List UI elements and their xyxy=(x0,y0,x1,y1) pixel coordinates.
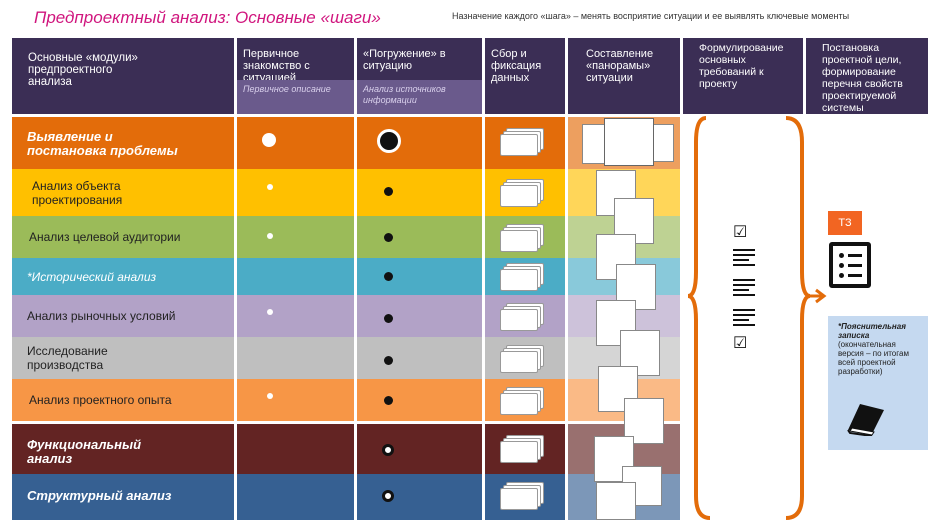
bullet-dot-icon xyxy=(384,272,393,281)
checkbox-icon: ☑ xyxy=(733,224,748,241)
header-col1-sub: Первичное описание xyxy=(237,80,354,114)
tz-badge: ТЗ xyxy=(828,211,862,235)
bullet-dot-icon xyxy=(384,233,393,242)
row-band-production xyxy=(12,337,680,379)
bullet-dot-icon xyxy=(382,490,394,502)
row-band-experience xyxy=(12,379,680,421)
explanatory-note: *Пояснительная записка (окончательная ве… xyxy=(828,316,928,450)
book-icon xyxy=(847,404,884,436)
header-col1: Первичное знакомство с ситуацией Первичн… xyxy=(237,38,354,114)
row-label-functional: Функциональный анализ xyxy=(27,437,142,466)
bullet-dot-icon xyxy=(384,396,393,405)
bullet-dot-icon xyxy=(267,309,273,315)
bullet-dot-icon xyxy=(267,233,273,239)
paper-stack-icon xyxy=(500,303,544,331)
row-band-market xyxy=(12,295,680,337)
header-col2-label: «Погружение» в ситуацию xyxy=(363,48,446,72)
row-label-production: Исследование производства xyxy=(27,344,108,372)
header-col4: Составление «панорамы» ситуации xyxy=(568,38,680,114)
note-title: *Пояснительная записка xyxy=(838,322,906,340)
page-title: Предпроектный анализ: Основные «шаги» xyxy=(34,8,381,27)
bullet-dot-icon xyxy=(377,129,401,153)
column-separator xyxy=(354,38,357,520)
list-lines-icon xyxy=(733,279,755,299)
paper-stack-icon xyxy=(500,387,544,415)
list-lines-icon xyxy=(733,249,755,269)
row-band-object xyxy=(12,169,680,216)
column-separator xyxy=(565,38,568,520)
checkbox-icon: ☑ xyxy=(733,335,748,352)
header-col5-label: Формулирование основных требований к про… xyxy=(699,42,784,90)
note-text: (окончательная версия – по итогам всей п… xyxy=(838,340,909,376)
row-label-object: Анализ объекта проектирования xyxy=(32,178,123,207)
paper-stack-icon xyxy=(500,435,544,463)
panorama-card-icon xyxy=(604,118,654,166)
bullet-dot-icon xyxy=(267,184,273,190)
page-subtitle: Назначение каждого «шага» – менять воспр… xyxy=(452,11,850,21)
header-col6: Постановка проектной цели, формирование … xyxy=(806,38,928,114)
bullet-dot-icon xyxy=(384,314,393,323)
document-list-icon xyxy=(829,242,871,288)
header-col4-label: Составление «панорамы» ситуации xyxy=(586,48,654,84)
paper-stack-icon xyxy=(500,224,544,252)
bullet-dot-icon xyxy=(382,444,394,456)
header-col6-label: Постановка проектной цели, формирование … xyxy=(822,42,903,114)
row-label-market: Анализ рыночных условий xyxy=(27,309,176,323)
header-col1-label: Первичное знакомство с ситуацией xyxy=(243,48,310,84)
header-col2: «Погружение» в ситуацию Анализ источнико… xyxy=(357,38,482,114)
bullet-dot-icon xyxy=(384,356,393,365)
row-label-structural: Структурный анализ xyxy=(27,488,172,503)
row-label-problem: Выявление и постановка проблемы xyxy=(27,129,178,158)
paper-stack-icon xyxy=(500,179,544,207)
header-col2-sub: Анализ источников информации xyxy=(357,80,482,114)
bullet-dot-icon xyxy=(262,133,276,147)
header-modules-label: Основные «модули» предпроектного анализа xyxy=(28,52,138,88)
paper-stack-icon xyxy=(500,128,544,156)
header-modules: Основные «модули» предпроектного анализа xyxy=(12,38,234,114)
row-label-audience: Анализ целевой аудитории xyxy=(29,230,181,244)
header-col5: Формулирование основных требований к про… xyxy=(683,38,803,114)
row-label-experience: Анализ проектного опыта xyxy=(29,393,172,407)
header-col3: Сбор и фиксация данных xyxy=(485,38,565,114)
bullet-dot-icon xyxy=(267,393,273,399)
column-separator xyxy=(234,38,237,520)
row-band-structural xyxy=(12,474,680,520)
column-separator xyxy=(482,38,485,520)
paper-stack-icon xyxy=(500,263,544,291)
requirements-bracket xyxy=(687,116,827,520)
row-band-history xyxy=(12,258,680,295)
header-col3-label: Сбор и фиксация данных xyxy=(491,48,542,84)
row-band-problem xyxy=(12,117,680,169)
paper-stack-icon xyxy=(500,482,544,510)
row-band-audience xyxy=(12,216,680,258)
paper-stack-icon xyxy=(500,345,544,373)
list-lines-icon xyxy=(733,309,755,329)
panorama-card-icon xyxy=(598,366,638,412)
row-band-functional xyxy=(12,424,680,474)
row-label-history: *Исторический анализ xyxy=(27,269,157,284)
panorama-card-icon xyxy=(650,124,674,162)
panorama-card-icon xyxy=(596,482,636,520)
bullet-dot-icon xyxy=(384,187,393,196)
